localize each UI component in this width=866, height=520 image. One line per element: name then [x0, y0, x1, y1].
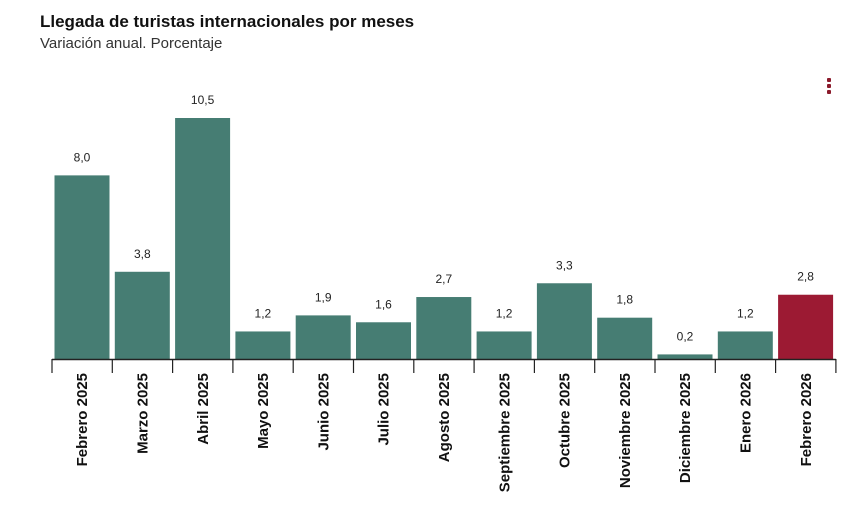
value-label-5: 1,6	[375, 297, 392, 311]
value-label-4: 1,9	[315, 290, 332, 304]
category-label-1: Marzo 2025	[134, 373, 151, 454]
value-label-1: 3,8	[134, 247, 151, 261]
value-label-9: 1,8	[616, 293, 633, 307]
bar-2[interactable]	[175, 118, 231, 359]
bar-6[interactable]	[416, 297, 472, 359]
category-label-7: Septiembre 2025	[496, 373, 513, 492]
bar-9[interactable]	[597, 317, 653, 359]
category-label-4: Junio 2025	[315, 373, 332, 451]
bar-1[interactable]	[114, 271, 170, 359]
category-label-10: Diciembre 2025	[677, 373, 694, 483]
bar-4[interactable]	[295, 315, 351, 359]
value-label-12: 2,8	[797, 270, 814, 284]
chart-title: Llegada de turistas internacionales por …	[40, 12, 415, 31]
category-label-12: Febrero 2026	[798, 373, 815, 466]
value-label-10: 0,2	[677, 329, 694, 343]
bar-12[interactable]	[778, 294, 834, 359]
category-label-9: Noviembre 2025	[617, 373, 634, 488]
value-label-7: 1,2	[496, 306, 513, 320]
value-label-8: 3,3	[556, 258, 573, 272]
value-label-3: 1,2	[255, 306, 272, 320]
category-label-6: Agosto 2025	[436, 373, 453, 462]
value-label-11: 1,2	[737, 306, 754, 320]
bar-8[interactable]	[536, 283, 592, 359]
bar-11[interactable]	[717, 331, 773, 359]
bar-3[interactable]	[235, 331, 291, 359]
chart-subtitle: Variación anual. Porcentaje	[40, 35, 223, 52]
category-label-11: Enero 2026	[737, 373, 754, 453]
category-label-5: Julio 2025	[376, 373, 393, 446]
category-label-3: Mayo 2025	[255, 373, 272, 449]
bar-5[interactable]	[356, 322, 411, 359]
bar-7[interactable]	[476, 331, 532, 359]
kebab-menu-icon[interactable]	[824, 78, 834, 96]
category-label-2: Abril 2025	[195, 373, 212, 445]
value-label-2: 10,5	[191, 93, 215, 107]
category-label-0: Febrero 2025	[74, 373, 91, 466]
category-label-8: Octubre 2025	[557, 373, 574, 468]
value-label-6: 2,7	[435, 272, 452, 286]
bar-10[interactable]	[657, 354, 713, 359]
bar-0[interactable]	[54, 175, 110, 359]
value-label-0: 8,0	[74, 150, 91, 164]
